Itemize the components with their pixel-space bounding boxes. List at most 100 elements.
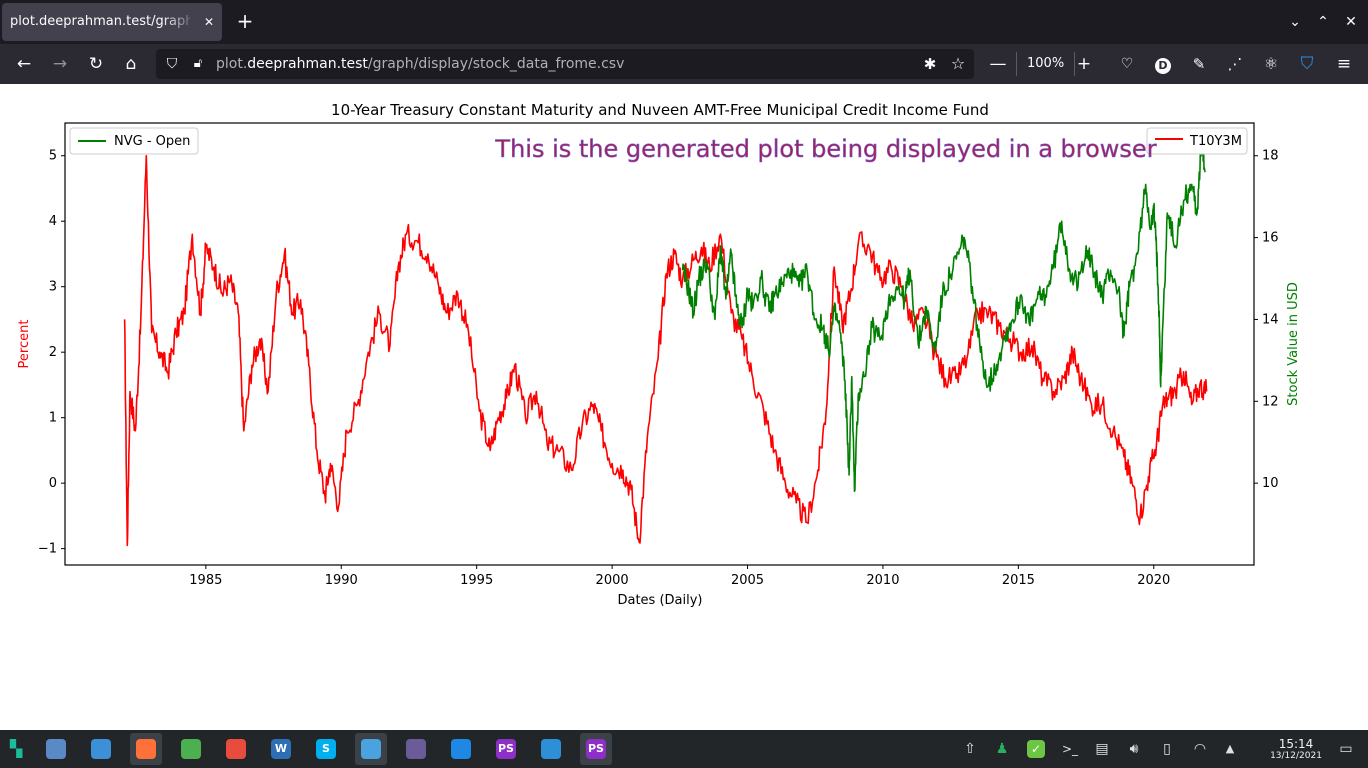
url-text[interactable]: plot.deeprahman.test/graph/display/stock…	[216, 49, 624, 79]
hamburger-menu-icon[interactable]: ≡	[1336, 54, 1352, 74]
system-clock[interactable]: 15:14 13/12/2021	[1266, 738, 1326, 762]
tab-list-chevron-icon[interactable]: ⌄	[1289, 14, 1301, 30]
chrome-icon	[181, 739, 201, 759]
taskbar-app-package[interactable]	[220, 733, 252, 765]
new-tab-button[interactable]: +	[236, 9, 254, 33]
x-tick-label: 2015	[1002, 573, 1035, 588]
series-line-t10y3m	[123, 154, 1208, 547]
dual-axis-line-chart: 10-Year Treasury Constant Maturity and N…	[17, 101, 1301, 608]
url-domain: deeprahman.test	[247, 56, 368, 72]
mail-icon	[361, 739, 381, 759]
bookmark-star-icon[interactable]: ☆	[950, 54, 966, 73]
reload-icon[interactable]: ↻	[88, 54, 104, 74]
clipboard-icon[interactable]: ▤	[1095, 741, 1109, 757]
volume-icon[interactable]: 🔊︎	[1129, 741, 1139, 757]
legend-left: NVG - Open	[69, 127, 199, 155]
right-y-axis-ticks: 10 12 14 16 18	[1254, 149, 1279, 491]
zoom-in-button[interactable]: +	[1076, 54, 1092, 74]
tray-expand-arrow-icon[interactable]: ▲	[1225, 742, 1235, 755]
taskbar-app-skype[interactable]: S	[310, 733, 342, 765]
taskbar-app-phpstorm[interactable]: PS	[490, 733, 522, 765]
check-badge-icon[interactable]: ✓	[1026, 739, 1046, 759]
penguin-icon	[406, 739, 426, 759]
react-devtools-icon[interactable]: ⚛	[1263, 54, 1279, 73]
home-icon[interactable]: ⌂	[125, 54, 137, 74]
pocket-icon[interactable]: ♡	[1120, 56, 1134, 72]
x-axis-ticks: 1985 1990 1995 2000 2005 2010 2015 2020	[189, 565, 1170, 588]
right-y-tick-label: 10	[1262, 476, 1279, 491]
left-y-tick-label: 0	[49, 476, 57, 491]
x-axis-label: Dates (Daily)	[617, 593, 702, 608]
shield-icon[interactable]: ⛉	[166, 56, 178, 72]
legend-right: T10Y3M	[1146, 127, 1248, 155]
plot-border	[64, 122, 1255, 566]
screenshot-icon[interactable]: ⋰	[1227, 55, 1243, 73]
skype-icon: S	[316, 739, 336, 759]
user-status-icon[interactable]: ♟	[995, 741, 1009, 757]
forward-arrow-icon[interactable]: →	[52, 54, 68, 74]
x-tick-label: 1990	[325, 573, 358, 588]
teamviewer-icon	[541, 739, 561, 759]
taskbar-app-teamviewer[interactable]	[535, 733, 567, 765]
vscode-icon	[451, 739, 471, 759]
maximize-chevron-up-icon[interactable]: ⌃	[1317, 14, 1329, 30]
phpstorm-icon: PS	[496, 739, 516, 759]
left-y-tick-label: 3	[49, 280, 57, 295]
taskbar-app-mail[interactable]	[355, 733, 387, 765]
window-close-icon[interactable]: ✕	[1345, 14, 1357, 30]
tab-title-fade	[162, 3, 198, 41]
bug-icon[interactable]: ✱	[923, 55, 937, 73]
left-y-tick-label: 2	[49, 345, 57, 360]
chart-title: 10-Year Treasury Constant Maturity and N…	[331, 101, 989, 119]
taskbar-app-vscode[interactable]	[445, 733, 477, 765]
x-tick-label: 1995	[460, 573, 493, 588]
overlay-annotation: This is the generated plot being display…	[494, 135, 1156, 163]
left-y-axis-ticks: −1 0 1 2 3 4 5	[38, 149, 65, 557]
taskbar-app-firefox[interactable]	[130, 733, 162, 765]
update-icon[interactable]: ⇧	[964, 741, 976, 757]
browser-tab[interactable]: plot.deeprahman.test/graph/d ✕	[2, 3, 222, 41]
plot-frame	[64, 122, 1255, 566]
show-desktop-icon[interactable]: ▭	[1339, 741, 1353, 757]
app-launcher-icon[interactable]: ▚	[9, 739, 23, 758]
right-y-tick-label: 12	[1262, 394, 1279, 409]
series-lines	[123, 137, 1208, 547]
x-tick-label: 2000	[596, 573, 629, 588]
x-tick-label: 2005	[731, 573, 764, 588]
back-arrow-icon[interactable]: ←	[16, 54, 32, 74]
taskbar-app-penguin[interactable]	[400, 733, 432, 765]
phpstorm-icon-2: PS	[586, 739, 606, 759]
x-tick-label: 1985	[189, 573, 222, 588]
terminal-icon[interactable]: >_	[1061, 742, 1079, 756]
firefox-icon	[136, 739, 156, 759]
tab-close-button[interactable]: ✕	[203, 15, 215, 29]
zoom-level[interactable]: 100%	[1016, 52, 1076, 76]
x-tick-label: 2020	[1137, 573, 1170, 588]
usb-drive-icon[interactable]: ▯	[1163, 741, 1171, 757]
taskbar-app-writer[interactable]: W	[265, 733, 297, 765]
left-y-tick-label: 5	[49, 149, 57, 164]
url-path: /graph/display/stock_data_frome.csv	[367, 56, 625, 72]
insecure-lock-icon[interactable]: 🔓︎	[193, 56, 203, 71]
taskbar-app-folder[interactable]	[85, 733, 117, 765]
x-tick-label: 2010	[866, 573, 899, 588]
extension-d-icon[interactable]: D	[1151, 52, 1175, 76]
left-y-tick-label: −1	[38, 542, 57, 557]
taskbar-app-chrome[interactable]	[175, 733, 207, 765]
eyedropper-icon[interactable]: ✎	[1192, 55, 1206, 73]
left-y-axis-label: Percent	[17, 320, 32, 369]
folder-icon	[91, 739, 111, 759]
zoom-out-button[interactable]: —	[989, 54, 1007, 74]
left-y-tick-label: 4	[49, 214, 57, 229]
bitwarden-shield-icon[interactable]: ⛉	[1300, 54, 1314, 74]
taskbar-app-files[interactable]	[40, 733, 72, 765]
writer-icon: W	[271, 739, 291, 759]
wifi-icon[interactable]: ◠	[1193, 741, 1207, 757]
tab-bar: plot.deeprahman.test/graph/d ✕ + ⌄ ⌃ ✕	[0, 0, 1368, 44]
address-bar[interactable]: ⛉ 🔓︎ plot.deeprahman.test/graph/display/…	[156, 49, 974, 79]
legend-left-label: NVG - Open	[114, 134, 190, 149]
plot-image-area: 10-Year Treasury Constant Maturity and N…	[0, 84, 1368, 730]
clock-date: 13/12/2021	[1270, 751, 1322, 761]
nav-bar: ← → ↻ ⌂ ⛉ 🔓︎ plot.deeprahman.test/graph/…	[0, 44, 1368, 84]
taskbar-app-phpstorm-2[interactable]: PS	[580, 733, 612, 765]
